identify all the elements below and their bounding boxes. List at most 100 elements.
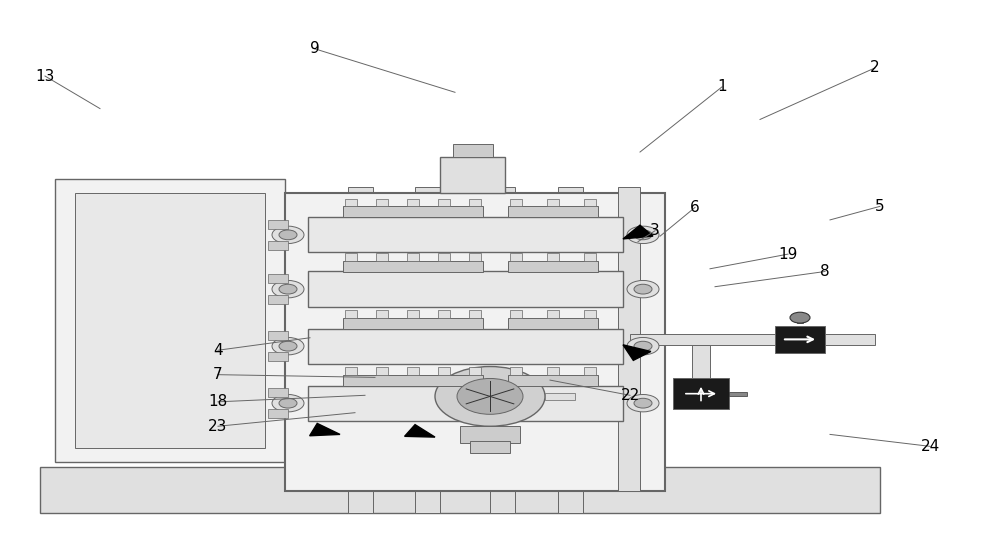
Text: 5: 5	[875, 199, 885, 214]
Bar	[376, 253, 388, 261]
Text: 18: 18	[208, 394, 228, 409]
Bar	[348, 187, 373, 513]
Text: 22: 22	[620, 388, 640, 403]
Bar	[508, 318, 598, 329]
Bar	[75, 193, 265, 448]
Bar	[547, 367, 559, 375]
Bar	[40, 467, 880, 513]
Bar	[308, 217, 623, 252]
Bar	[55, 179, 285, 462]
Circle shape	[634, 285, 652, 294]
Bar	[775, 326, 825, 353]
Circle shape	[627, 226, 659, 243]
Text: 2: 2	[870, 60, 880, 75]
Circle shape	[279, 399, 297, 408]
Text: 13: 13	[35, 68, 55, 84]
Bar	[438, 199, 450, 206]
Bar	[547, 310, 559, 318]
Circle shape	[627, 394, 659, 412]
Bar	[308, 272, 623, 307]
Circle shape	[627, 337, 659, 355]
Bar	[376, 199, 388, 206]
Bar	[508, 261, 598, 272]
Circle shape	[634, 341, 652, 351]
Bar	[407, 253, 419, 261]
Text: 9: 9	[310, 41, 320, 56]
Bar	[268, 241, 288, 250]
Text: 19: 19	[778, 247, 798, 262]
Bar	[692, 345, 710, 391]
Polygon shape	[310, 424, 340, 436]
Polygon shape	[623, 345, 651, 361]
Bar	[268, 388, 288, 397]
Bar	[268, 352, 288, 361]
Bar	[510, 253, 522, 261]
Bar	[510, 367, 522, 375]
Bar	[343, 206, 483, 217]
Bar	[285, 193, 665, 491]
Bar	[618, 187, 640, 491]
Circle shape	[634, 230, 652, 240]
Text: 3: 3	[650, 223, 660, 238]
Bar	[407, 199, 419, 206]
Bar	[469, 199, 481, 206]
Bar	[469, 367, 481, 375]
Bar	[268, 274, 288, 283]
Bar	[470, 441, 510, 453]
Bar	[630, 334, 875, 345]
Bar	[440, 157, 505, 193]
Bar	[407, 310, 419, 318]
Circle shape	[272, 394, 304, 412]
Circle shape	[272, 280, 304, 298]
Bar	[268, 331, 288, 340]
Bar	[268, 220, 288, 229]
Bar	[438, 310, 450, 318]
Bar	[584, 310, 596, 318]
Circle shape	[279, 285, 297, 294]
Circle shape	[272, 226, 304, 243]
Bar	[510, 310, 522, 318]
Bar	[343, 261, 483, 272]
Circle shape	[627, 280, 659, 298]
Bar	[343, 375, 483, 386]
Bar	[545, 393, 575, 400]
Circle shape	[272, 337, 304, 355]
Bar	[345, 367, 357, 375]
Bar	[268, 295, 288, 304]
Bar	[547, 253, 559, 261]
Bar	[797, 315, 803, 323]
Bar	[345, 253, 357, 261]
Circle shape	[790, 312, 810, 323]
Bar	[345, 199, 357, 206]
Bar	[438, 253, 450, 261]
Bar	[407, 367, 419, 375]
Polygon shape	[405, 425, 435, 437]
Text: 1: 1	[717, 79, 727, 94]
Text: 24: 24	[920, 439, 940, 454]
Bar	[308, 329, 623, 364]
Bar	[584, 253, 596, 261]
Text: 23: 23	[208, 419, 228, 434]
Bar	[268, 409, 288, 418]
Text: 6: 6	[690, 200, 700, 215]
Bar	[490, 187, 515, 513]
Bar	[558, 187, 583, 513]
Circle shape	[279, 230, 297, 240]
Bar	[584, 199, 596, 206]
Polygon shape	[623, 225, 653, 239]
Bar	[376, 367, 388, 375]
Text: 4: 4	[213, 343, 223, 358]
Circle shape	[457, 378, 523, 414]
Bar	[510, 199, 522, 206]
Bar	[345, 310, 357, 318]
Bar	[460, 426, 520, 443]
Bar	[508, 206, 598, 217]
Bar	[308, 386, 623, 421]
Circle shape	[435, 367, 545, 426]
Circle shape	[279, 341, 297, 351]
Text: 7: 7	[213, 367, 223, 382]
Text: 8: 8	[820, 264, 830, 279]
Bar	[508, 375, 598, 386]
Bar	[584, 367, 596, 375]
Bar	[453, 144, 493, 157]
